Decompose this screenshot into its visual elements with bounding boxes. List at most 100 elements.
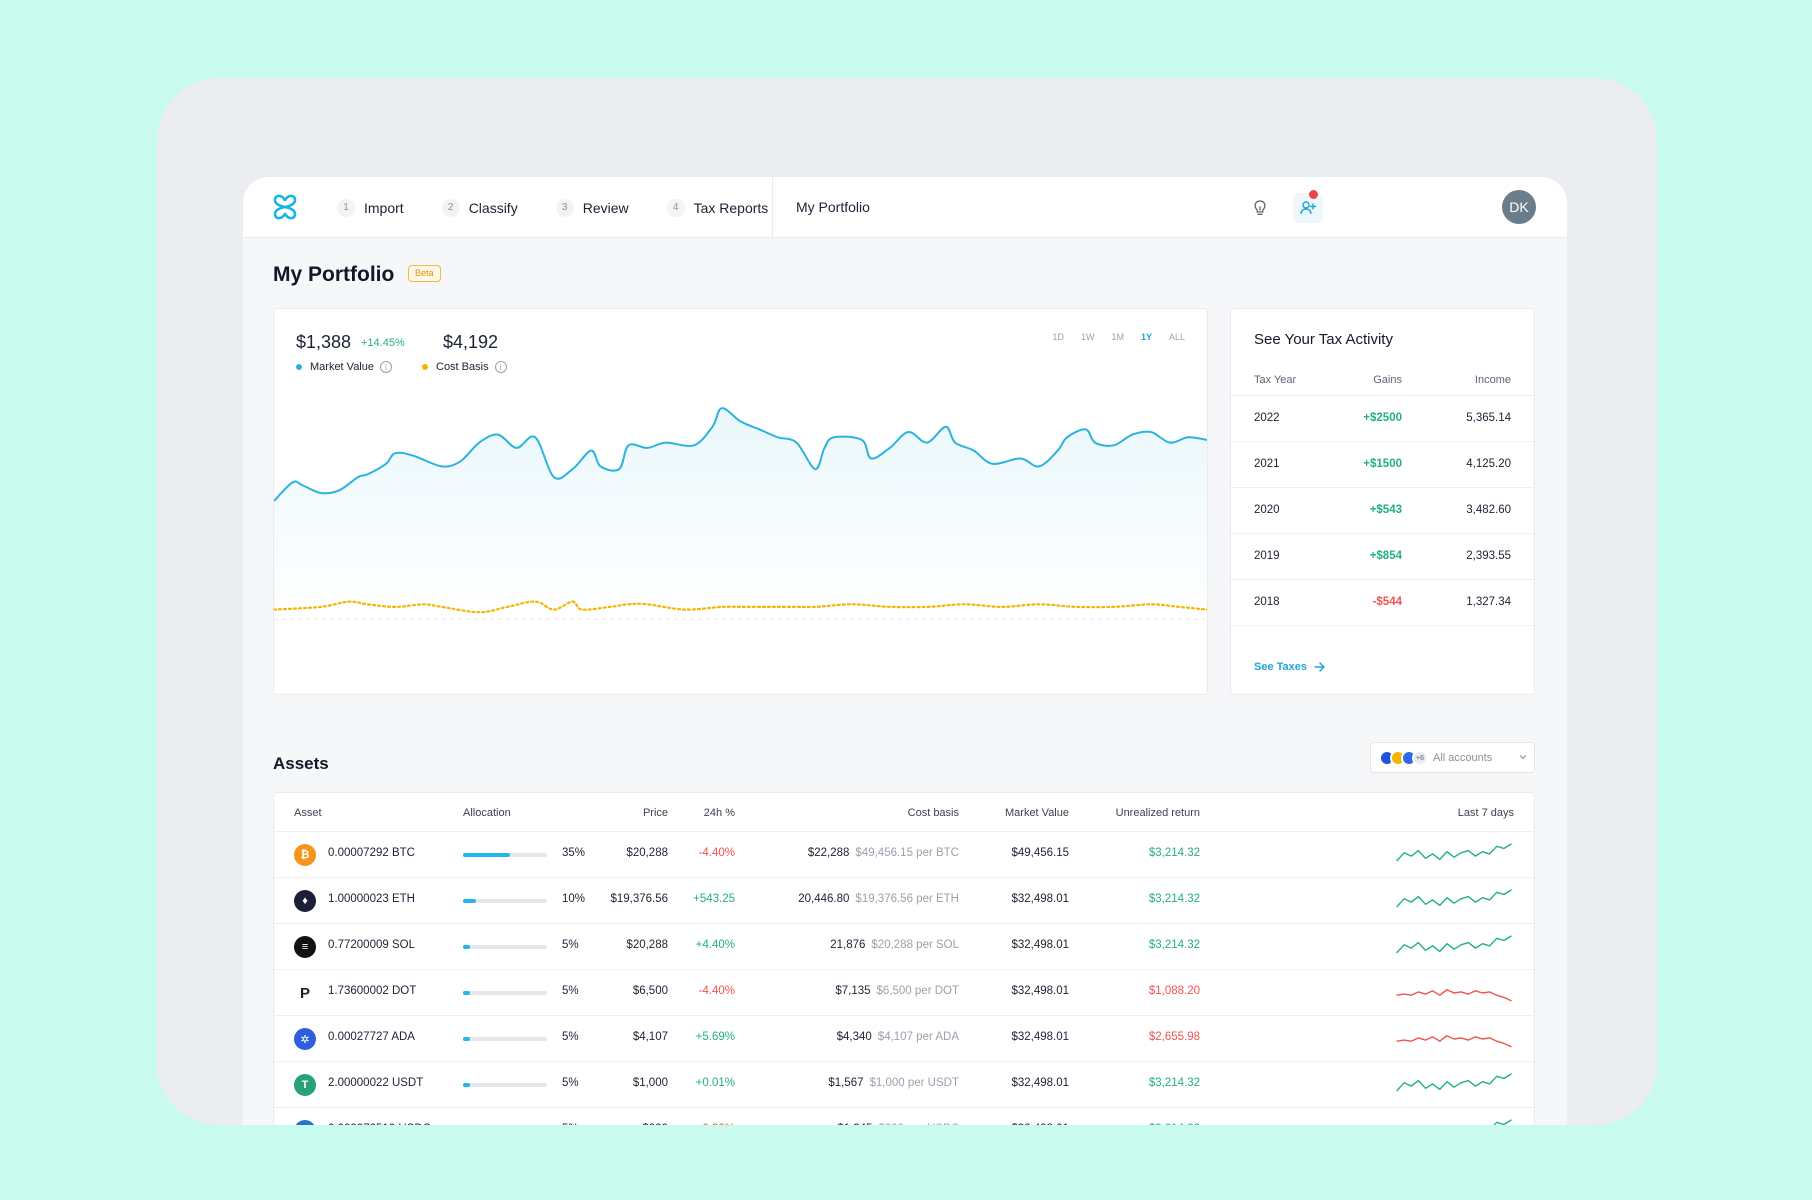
tax-row[interactable]: 2020 +$543 3,482.60: [1231, 487, 1534, 533]
legend-market-value: Market Value i: [296, 361, 392, 373]
add-user-icon[interactable]: [1293, 193, 1323, 223]
asset-market-value: $32,498.01: [1011, 1031, 1069, 1043]
info-icon[interactable]: i: [494, 361, 507, 373]
asset-24h-change: -0.32%: [699, 1123, 735, 1125]
step-number: 3: [555, 198, 574, 217]
tax-row[interactable]: 2018 -$544 1,327.34: [1231, 579, 1534, 625]
range-1d[interactable]: 1D: [1052, 332, 1064, 342]
asset-cost-basis: $4,340 $4,107 per ADA: [837, 1031, 959, 1043]
range-1y[interactable]: 1Y: [1140, 332, 1152, 342]
sparkline-path: [1396, 935, 1512, 954]
market-value-change: +14.45%: [361, 337, 405, 349]
header-asset: Asset: [294, 807, 322, 819]
cost-basis-value: $4,340: [836, 1031, 872, 1043]
legend-dot-cost: [422, 364, 428, 370]
step-label: Review: [582, 199, 629, 216]
nav-step-tax-reports[interactable]: 4 Tax Reports: [666, 198, 768, 217]
see-taxes-link[interactable]: See Taxes: [1254, 661, 1327, 673]
cost-basis-value: $7,135: [835, 985, 871, 997]
cost-basis-value: 20,446.80: [798, 893, 850, 905]
tax-income: 5,365.14: [1466, 412, 1511, 424]
asset-24h-change: +5.69%: [695, 1031, 735, 1043]
cost-basis-value: $1,567: [828, 1077, 864, 1089]
allocation-percent: 5%: [562, 985, 579, 997]
tether-icon: T: [294, 1074, 316, 1096]
market-value-amount: $1,388: [296, 332, 352, 352]
app-window: 1 Import 2 Classify 3 Review 4 Tax Reports My P…: [243, 177, 1567, 1125]
range-1w[interactable]: 1W: [1080, 332, 1095, 342]
accounts-filter-label: All accounts: [1433, 752, 1493, 764]
tax-year: 2018: [1254, 596, 1280, 608]
portfolio-line-chart: [274, 407, 1207, 620]
sparkline-path: [1396, 889, 1512, 908]
nav-step-review[interactable]: 3 Review: [555, 198, 629, 217]
allocation-bar: [463, 945, 547, 949]
asset-cost-basis: $1,567 $1,000 per USDT: [828, 1077, 959, 1089]
tax-gains: +$1500: [1363, 458, 1402, 470]
nav-step-classify[interactable]: 2 Classify: [441, 198, 518, 217]
tax-row[interactable]: 2021 +$1500 4,125.20: [1231, 441, 1534, 487]
asset-unrealized-return: $3,214.32: [1148, 1077, 1200, 1089]
legend-cost-label: Cost Basis: [436, 361, 489, 373]
asset-row[interactable]: ✲ 0.00027727 ADA 5% $4,107 +5.69% $4,340 $4,10…: [274, 1015, 1534, 1061]
range-1m[interactable]: 1M: [1111, 332, 1124, 342]
asset-cost-basis: $1,345 $999 per USDS: [837, 1123, 959, 1125]
cost-basis-value: 21,876: [830, 939, 866, 951]
accounts-filter-dropdown[interactable]: +6 All accounts: [1370, 742, 1535, 773]
asset-market-value: $49,456.15: [1011, 847, 1069, 859]
tax-gains: -$544: [1372, 596, 1402, 608]
asset-cost-basis: 20,446.80 $19,376.56 per ETH: [798, 893, 959, 905]
header-unrealized-return: Unrealized return: [1115, 807, 1200, 819]
header-last-7-days: Last 7 days: [1457, 807, 1514, 819]
info-icon[interactable]: i: [380, 361, 392, 373]
tax-header-year: Tax Year: [1254, 374, 1297, 386]
asset-unrealized-return: $1,088.20: [1148, 985, 1200, 997]
asset-row[interactable]: ♦ 1.00000023 ETH 10% $19,376.56 +543.25 20,44…: [274, 877, 1534, 923]
step-label: Classify: [468, 199, 518, 216]
asset-row[interactable]: $0.000276512 USDC 5% $999 -0.32% $1,345 $999 …: [274, 1107, 1534, 1125]
user-avatar[interactable]: DK: [1502, 190, 1536, 224]
tax-gains: +$854: [1369, 550, 1402, 562]
asset-24h-change: -4.40%: [698, 985, 735, 997]
allocation-percent: 5%: [562, 1031, 579, 1043]
tax-row[interactable]: 2022 +$2500 5,365.14: [1231, 395, 1534, 441]
asset-row[interactable]: ≡ 0.77200009 SOL 5% $20,288 +4.40% 21,876 $20,…: [274, 923, 1534, 969]
asset-row[interactable]: ₿ 0.00007292 BTC 35% $20,288 -4.40% $22,288 $4…: [274, 831, 1534, 877]
cost-basis-per-unit: $19,376.56 per ETH: [855, 893, 959, 905]
asset-24h-change: +4.40%: [695, 939, 735, 951]
asset-row[interactable]: P 1.73600002 DOT 5% $6,500 -4.40% $7,135 $6,50…: [274, 969, 1534, 1015]
cost-basis-per-unit: $999 per USDS: [878, 1123, 959, 1125]
header-allocation: Allocation: [463, 807, 511, 819]
asset-cost-basis: $22,288 $49,456.15 per BTC: [808, 847, 959, 859]
tax-row[interactable]: 2019 +$854 2,393.55: [1231, 533, 1534, 579]
asset-amount: 0.00007292 BTC: [328, 847, 415, 859]
sparkline-path: [1396, 1073, 1512, 1092]
see-taxes-label: See Taxes: [1254, 661, 1308, 673]
app-logo-icon[interactable]: [269, 191, 301, 223]
asset-24h-change: +543.25: [693, 893, 735, 905]
asset-24h-change: -4.40%: [698, 847, 735, 859]
nav-step-import[interactable]: 1 Import: [337, 198, 404, 217]
bitcoin-icon: ₿: [294, 844, 316, 866]
asset-amount: 1.73600002 DOT: [328, 985, 417, 997]
asset-amount: 0.77200009 SOL: [328, 939, 415, 951]
asset-price: $19,376.56: [610, 893, 668, 905]
step-number: 1: [337, 198, 355, 217]
notification-dot: [1309, 190, 1318, 199]
arrow-right-icon: [1314, 662, 1325, 672]
lightbulb-icon[interactable]: [1245, 193, 1275, 223]
tax-header-income: Income: [1474, 374, 1511, 386]
allocation-percent: 5%: [562, 1123, 579, 1125]
tax-year: 2020: [1254, 504, 1280, 516]
asset-unrealized-return: $3,214.32: [1148, 939, 1200, 951]
cost-basis-per-unit: $4,107 per ADA: [877, 1031, 959, 1043]
cost-basis-per-unit: $20,288 per SOL: [871, 939, 959, 951]
tax-income: 2,393.55: [1466, 550, 1511, 562]
assets-table: Asset Allocation Price 24h % Cost basis …: [273, 792, 1535, 1125]
legend-cost-basis: Cost Basis i: [422, 361, 507, 373]
asset-row[interactable]: T 2.00000022 USDT 5% $1,000 +0.01% $1,567 $1,0…: [274, 1061, 1534, 1107]
assets-table-header: Asset Allocation Price 24h % Cost basis …: [274, 793, 1534, 831]
allocation-bar: [463, 1083, 547, 1087]
nav-my-portfolio[interactable]: My Portfolio: [796, 199, 870, 215]
range-all[interactable]: ALL: [1168, 332, 1185, 342]
